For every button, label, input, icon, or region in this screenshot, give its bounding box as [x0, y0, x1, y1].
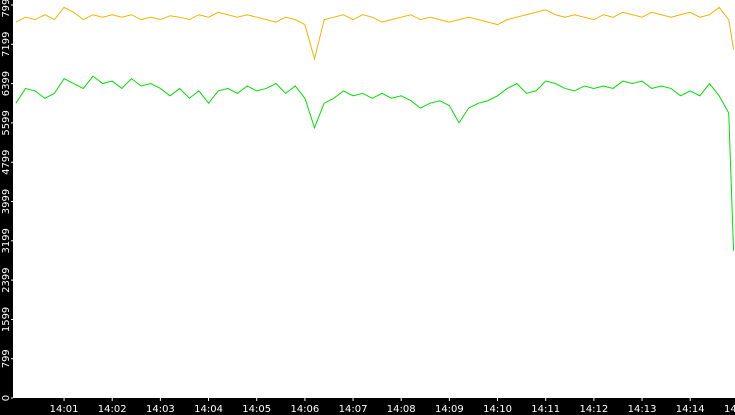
x-tick-label: 14:15 — [724, 404, 735, 415]
y-tick-label: 3199 — [1, 228, 12, 253]
line-series — [15, 6, 735, 61]
x-tick-label: 14:03 — [146, 404, 175, 415]
y-tick-label: 4799 — [1, 149, 12, 174]
y-tick-label: 2399 — [1, 267, 12, 292]
x-axis-strip — [0, 398, 735, 415]
x-tick-label: 14:02 — [98, 404, 127, 415]
y-tick-label: 7999 — [1, 0, 12, 18]
x-tick-label: 14:04 — [194, 404, 223, 415]
x-tick-label: 14:01 — [50, 404, 79, 415]
y-axis-strip — [0, 0, 13, 415]
x-tick-label: 14:11 — [531, 404, 560, 415]
line-series — [15, 75, 735, 251]
y-tick-label: 6399 — [1, 71, 12, 96]
x-tick-label: 14:07 — [339, 404, 368, 415]
x-tick-label: 14:05 — [242, 404, 271, 415]
x-tick-label: 14:09 — [435, 404, 464, 415]
x-tick-label: 14:14 — [676, 404, 705, 415]
y-tick-label: 7199 — [1, 32, 12, 57]
x-tick-label: 14:08 — [387, 404, 416, 415]
x-tick-label: 14:13 — [628, 404, 657, 415]
x-tick-label: 14:12 — [579, 404, 608, 415]
y-tick-label: 799 — [1, 349, 12, 368]
y-tick-label: 3999 — [1, 189, 12, 214]
y-tick-label: 5599 — [1, 110, 12, 135]
x-tick-label: 14:10 — [483, 404, 512, 415]
x-tick-label: 14:06 — [290, 404, 319, 415]
y-tick-label: 0 — [1, 395, 12, 401]
y-tick-label: 1599 — [1, 307, 12, 332]
